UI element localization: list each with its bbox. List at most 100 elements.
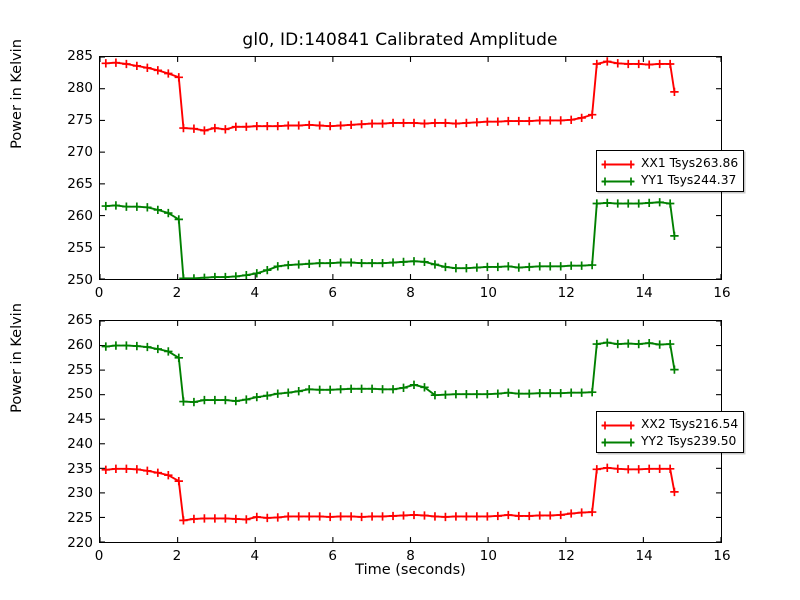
series-marker bbox=[132, 465, 142, 474]
series-marker bbox=[566, 261, 576, 270]
y-tick-label: 275 bbox=[67, 112, 93, 128]
series-marker bbox=[294, 387, 303, 396]
series-marker bbox=[179, 274, 188, 279]
series-marker bbox=[305, 512, 314, 521]
series-marker bbox=[472, 390, 482, 399]
series-marker bbox=[493, 389, 503, 398]
series-marker bbox=[451, 512, 461, 521]
series-marker bbox=[189, 514, 199, 524]
series-marker bbox=[367, 512, 377, 521]
series-marker bbox=[472, 512, 482, 521]
legend-item: XX2 Tsys216.54 bbox=[601, 415, 738, 432]
bottom-plot-area bbox=[100, 321, 721, 542]
series-marker bbox=[336, 121, 345, 130]
legend-item: YY1 Tsys244.37 bbox=[601, 171, 738, 188]
data-series bbox=[101, 338, 679, 407]
series-marker bbox=[378, 119, 387, 128]
x-tick-label: 8 bbox=[406, 285, 415, 301]
series-marker bbox=[587, 507, 597, 517]
series-marker bbox=[399, 511, 408, 520]
series-marker bbox=[273, 513, 282, 522]
legend-label: YY1 Tsys244.37 bbox=[641, 172, 737, 187]
x-tick-label: 6 bbox=[328, 285, 337, 301]
series-marker bbox=[388, 385, 398, 394]
series-marker bbox=[346, 120, 356, 130]
series-marker bbox=[174, 215, 183, 224]
legend-swatch-icon bbox=[601, 173, 635, 186]
series-marker bbox=[441, 390, 450, 399]
series-marker bbox=[504, 510, 513, 520]
series-marker bbox=[483, 117, 492, 126]
series-marker bbox=[143, 63, 152, 72]
series-marker bbox=[462, 390, 471, 399]
series-marker bbox=[655, 198, 664, 207]
y-tick-label: 260 bbox=[67, 336, 93, 353]
series-marker bbox=[577, 388, 586, 397]
series-marker bbox=[535, 511, 544, 520]
series-marker bbox=[200, 273, 209, 279]
x-tick-label: 16 bbox=[713, 285, 731, 301]
series-marker bbox=[420, 383, 429, 392]
series-marker bbox=[645, 464, 654, 473]
bottom-legend: XX2 Tsys216.54 YY2 Tsys239.50 bbox=[596, 411, 745, 453]
top-legend: XX1 Tsys263.86 YY1 Tsys244.37 bbox=[596, 150, 745, 192]
series-marker bbox=[252, 121, 261, 131]
series-marker bbox=[665, 59, 675, 69]
x-tick-label: 14 bbox=[635, 285, 653, 301]
y-tick-label: 260 bbox=[67, 208, 93, 224]
series-marker bbox=[143, 466, 152, 475]
series-marker bbox=[420, 119, 429, 128]
series-marker bbox=[451, 119, 461, 128]
series-marker bbox=[101, 59, 111, 68]
series-marker bbox=[101, 342, 111, 351]
series-marker bbox=[577, 508, 586, 517]
series-marker bbox=[336, 258, 345, 267]
series-marker bbox=[378, 512, 387, 521]
series-marker bbox=[132, 61, 142, 71]
x-tick-label: 4 bbox=[250, 548, 260, 564]
series-marker bbox=[525, 389, 534, 398]
x-tick-label: 16 bbox=[713, 548, 731, 564]
series-marker bbox=[546, 262, 555, 271]
series-marker bbox=[603, 338, 612, 347]
series-marker bbox=[284, 512, 293, 521]
series-marker bbox=[153, 66, 163, 75]
top-y-axis-label: Power in Kelvin bbox=[9, 39, 25, 149]
series-marker bbox=[613, 199, 622, 208]
y-tick-label: 225 bbox=[67, 510, 93, 527]
series-marker bbox=[164, 471, 173, 480]
series-marker bbox=[493, 117, 503, 126]
series-marker bbox=[504, 388, 513, 397]
series-marker bbox=[164, 69, 173, 78]
legend-swatch-icon bbox=[601, 156, 635, 169]
series-marker bbox=[242, 395, 251, 404]
series-marker bbox=[221, 514, 230, 523]
series-marker bbox=[164, 347, 173, 356]
series-marker bbox=[111, 58, 121, 67]
bottom-y-axis-label: Power in Kelvin bbox=[9, 303, 25, 413]
series-marker bbox=[284, 260, 293, 270]
series-marker bbox=[367, 384, 377, 393]
series-marker bbox=[252, 392, 261, 402]
series-marker bbox=[493, 511, 503, 521]
series-marker bbox=[634, 339, 643, 349]
series-marker bbox=[462, 118, 471, 128]
series-marker bbox=[535, 116, 544, 125]
series-marker bbox=[122, 341, 131, 350]
series-marker bbox=[357, 120, 366, 129]
series-marker bbox=[164, 208, 173, 218]
series-marker bbox=[420, 257, 429, 267]
legend-swatch-icon bbox=[601, 434, 635, 447]
series-marker bbox=[577, 261, 586, 270]
series-marker bbox=[462, 264, 471, 273]
series-marker bbox=[451, 390, 461, 399]
series-marker bbox=[514, 116, 523, 126]
series-marker bbox=[179, 516, 188, 525]
series-marker bbox=[315, 512, 324, 521]
series-marker bbox=[336, 385, 345, 394]
series-marker bbox=[263, 391, 272, 400]
series-marker bbox=[153, 205, 163, 215]
y-tick-label: 240 bbox=[67, 435, 93, 452]
series-marker bbox=[670, 487, 679, 497]
series-marker bbox=[111, 341, 121, 350]
